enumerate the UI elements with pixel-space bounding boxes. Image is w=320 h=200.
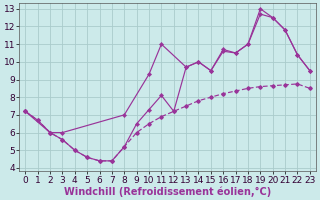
X-axis label: Windchill (Refroidissement éolien,°C): Windchill (Refroidissement éolien,°C) [64,186,271,197]
